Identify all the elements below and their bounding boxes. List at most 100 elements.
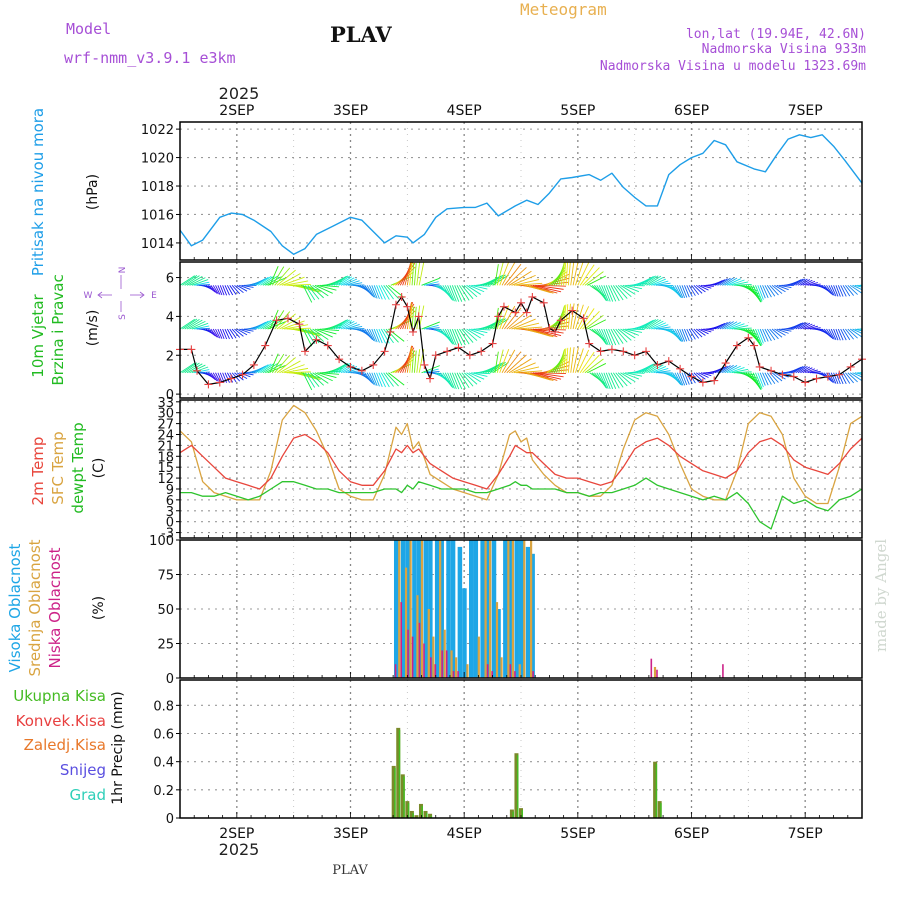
wind-arrow bbox=[852, 284, 862, 291]
wind-arrow bbox=[693, 328, 703, 338]
y-tick-label: -3 bbox=[161, 527, 174, 542]
wind-arrow bbox=[757, 328, 764, 344]
wind-arrow bbox=[411, 350, 415, 373]
wind-speed-marker bbox=[642, 347, 651, 356]
wind-arrow bbox=[371, 372, 378, 386]
precip-bar bbox=[428, 813, 433, 818]
wind-arrow bbox=[579, 351, 595, 373]
wind-speed-marker bbox=[261, 341, 270, 350]
wind-arrow bbox=[184, 362, 200, 374]
wind-arrow bbox=[726, 278, 741, 286]
wind-arrow bbox=[570, 347, 575, 373]
cloud-bar bbox=[532, 671, 534, 678]
model-label: Model bbox=[66, 20, 111, 38]
wind-arrow bbox=[698, 328, 709, 335]
wind-speed-marker bbox=[465, 351, 474, 360]
wind-speed-marker bbox=[687, 372, 696, 381]
cloud-bar bbox=[400, 602, 403, 678]
wind-speed-marker bbox=[386, 327, 395, 336]
elevation-label: Nadmorska Visina 933m bbox=[702, 42, 867, 57]
wind-arrow bbox=[468, 372, 485, 380]
wind-arrow bbox=[451, 285, 460, 302]
wind-speed-marker bbox=[755, 362, 764, 371]
cloud-bar bbox=[423, 643, 425, 678]
wind-arrow bbox=[466, 328, 481, 339]
wind-arrow bbox=[411, 262, 415, 286]
wind-arrow bbox=[577, 349, 590, 373]
wind-arrow bbox=[651, 366, 667, 374]
cloud-bar bbox=[489, 540, 492, 678]
wind-arrow bbox=[558, 306, 565, 330]
wind-arrow bbox=[731, 368, 749, 374]
wind-speed-line bbox=[180, 296, 863, 385]
y-tick-label: 1016 bbox=[141, 208, 174, 223]
wind-arrow bbox=[253, 365, 267, 374]
wind-speed-marker bbox=[653, 360, 662, 369]
wind-arrow bbox=[506, 354, 527, 374]
wind-arrow bbox=[276, 357, 296, 374]
wind-speed-marker bbox=[477, 347, 486, 356]
x-tick-label-top: 7SEP bbox=[788, 103, 823, 119]
wind-arrow bbox=[830, 328, 837, 341]
y-tick-label: 75 bbox=[157, 569, 174, 584]
wind-arrow bbox=[239, 284, 251, 290]
wind-arrow bbox=[828, 328, 835, 340]
wind-arrow bbox=[212, 372, 219, 382]
wind-arrow bbox=[253, 321, 267, 330]
wind-arrow bbox=[698, 284, 709, 291]
wind-arrow bbox=[345, 323, 360, 330]
wind-arrow bbox=[601, 328, 609, 346]
wind-arrow bbox=[762, 328, 769, 342]
precip-bar bbox=[423, 810, 428, 818]
wind-arrow bbox=[459, 372, 470, 389]
wind-arrow bbox=[835, 285, 841, 297]
wind-arrow bbox=[255, 276, 269, 286]
wind-arrow bbox=[260, 319, 275, 330]
wind-arrow bbox=[281, 276, 305, 286]
precip-bar bbox=[409, 810, 414, 818]
wind-arrow bbox=[800, 366, 811, 374]
wind-arrow bbox=[229, 328, 237, 339]
wind-arrow bbox=[572, 347, 579, 373]
y-tick-label: 27 bbox=[157, 418, 174, 433]
wind-speed-marker bbox=[630, 351, 639, 360]
wind-arrow bbox=[648, 320, 664, 330]
wind-arrow bbox=[724, 277, 738, 286]
wind-arrow bbox=[208, 284, 216, 293]
wind-arrow bbox=[210, 372, 218, 382]
wind-arrow bbox=[861, 284, 862, 286]
wind-arrow bbox=[793, 278, 804, 286]
wind-arrow bbox=[461, 285, 474, 300]
cloud-bar bbox=[507, 540, 510, 678]
wind-arrow bbox=[795, 322, 806, 330]
wind-speed-marker bbox=[511, 308, 520, 317]
wind-arrow bbox=[442, 328, 453, 344]
wind-speed-marker bbox=[846, 362, 855, 371]
wind-arrow bbox=[236, 372, 248, 380]
wind-arrow bbox=[750, 372, 762, 390]
cloud-bar bbox=[443, 629, 446, 678]
wind-arrow bbox=[693, 284, 703, 294]
wind-speed-marker bbox=[227, 374, 236, 383]
wind-arrow bbox=[582, 267, 600, 286]
wind-arrow bbox=[276, 313, 296, 330]
wind-arrow bbox=[828, 285, 835, 296]
wind-speed-marker bbox=[767, 366, 776, 375]
wind-speed-marker bbox=[283, 314, 292, 323]
wind-speed-marker bbox=[295, 320, 304, 329]
wind-arrow bbox=[506, 267, 527, 286]
wind-arrow bbox=[506, 310, 527, 330]
cloud-bar bbox=[452, 671, 455, 678]
cloud-bar bbox=[519, 540, 524, 678]
wind-arrow bbox=[416, 349, 421, 373]
wind-arrow bbox=[558, 350, 565, 373]
wind-arrow bbox=[186, 275, 203, 286]
wind-arrow bbox=[809, 327, 821, 330]
wind-arrow bbox=[646, 319, 662, 330]
wind-arrow bbox=[681, 285, 688, 298]
cloud-bar bbox=[457, 546, 463, 678]
wind-speed-marker bbox=[778, 370, 787, 379]
wind-arrow bbox=[582, 354, 600, 374]
wind-arrow bbox=[180, 275, 195, 286]
model-name: wrf-nmm_v3.9.1 e3km bbox=[64, 49, 236, 67]
